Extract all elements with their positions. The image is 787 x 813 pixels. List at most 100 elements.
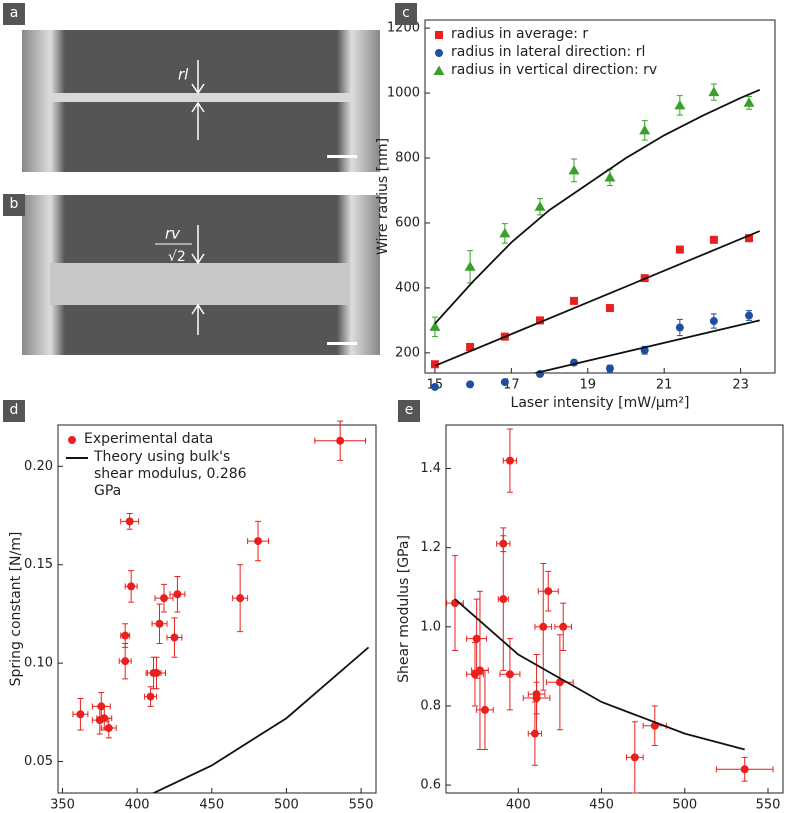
fit-line	[454, 598, 745, 751]
point	[121, 657, 130, 666]
x-tick-label: 400	[506, 798, 531, 813]
point	[236, 594, 245, 603]
panel-label: e	[398, 400, 420, 422]
x-tick-label: 19	[579, 378, 596, 393]
point	[254, 537, 263, 546]
point	[430, 382, 439, 391]
point	[740, 765, 749, 774]
point	[170, 633, 179, 642]
point	[605, 364, 614, 373]
x-tick-label: 350	[50, 798, 75, 813]
x-tick-label: 550	[756, 798, 781, 813]
point	[100, 714, 109, 723]
legend: radius in average: r radius in lateral di…	[433, 26, 763, 80]
legend-entry: Theory using bulk's shear modulus, 0.286…	[66, 449, 266, 500]
point	[536, 316, 545, 325]
point	[499, 595, 508, 604]
point	[499, 227, 511, 238]
point	[745, 234, 754, 243]
point	[76, 710, 85, 719]
y-axis-label: Shear modulus [GPa]	[396, 535, 412, 683]
point	[675, 245, 684, 254]
point	[674, 99, 686, 110]
point	[160, 594, 168, 603]
point	[709, 235, 718, 244]
x-axis-label: Laser intensity [mW/μm²]	[511, 395, 690, 411]
point	[464, 261, 476, 271]
legend-label: Experimental data	[84, 431, 214, 447]
point	[709, 317, 718, 326]
sem-image-b: rv √2	[22, 195, 380, 355]
point	[604, 172, 616, 182]
annotation: √2	[168, 249, 186, 265]
y-tick-label: 0.20	[24, 459, 53, 474]
point	[534, 201, 546, 211]
panel-label: a	[3, 3, 25, 25]
y-tick-label: 1.4	[420, 461, 441, 476]
y-axis-label: Wire radius [nm]	[375, 138, 391, 255]
point	[472, 634, 481, 643]
point	[435, 31, 443, 39]
x-tick-label: 400	[125, 798, 150, 813]
point	[336, 436, 345, 445]
y-tick-label: 600	[395, 215, 420, 230]
y-tick-label: 400	[395, 280, 420, 295]
point	[435, 49, 443, 57]
panel-label: d	[3, 400, 25, 422]
x-tick-label: 450	[199, 798, 224, 813]
point	[708, 86, 720, 97]
y-tick-label: 1.2	[420, 540, 441, 555]
y-tick-label: 0.6	[420, 778, 441, 793]
legend-entry: radius in average: r	[433, 26, 763, 43]
legend-swatch	[435, 49, 443, 57]
x-tick-label: 550	[349, 798, 374, 813]
legend-swatch	[66, 457, 88, 459]
legend-swatch	[433, 65, 445, 75]
point	[429, 321, 441, 331]
y-tick-label: 1.0	[420, 619, 441, 634]
fit-line	[531, 319, 760, 373]
y-tick-label: 0.10	[24, 656, 53, 671]
x-tick-label: 450	[589, 798, 614, 813]
point	[146, 692, 155, 701]
plot-frame	[424, 19, 776, 374]
point	[505, 670, 514, 679]
x-tick-label: 21	[656, 378, 673, 393]
point	[639, 124, 651, 135]
point	[505, 456, 514, 465]
legend: Experimental data Theory using bulk's she…	[66, 431, 266, 501]
point	[466, 380, 475, 389]
fit-line	[434, 230, 761, 367]
point	[743, 97, 755, 107]
x-tick-label: 500	[672, 798, 697, 813]
legend-label: radius in lateral direction: rl	[451, 44, 646, 60]
y-tick-label: 800	[395, 151, 420, 166]
plot-frame	[445, 424, 784, 794]
point	[675, 323, 684, 332]
annotation: rv	[165, 225, 181, 243]
point	[155, 619, 164, 628]
y-tick-label: 200	[395, 345, 420, 360]
annotation: rl	[178, 66, 189, 84]
point	[475, 666, 484, 675]
legend-swatch	[68, 436, 76, 444]
point	[500, 378, 509, 387]
fit-line	[434, 88, 761, 325]
point	[570, 296, 579, 305]
legend-swatch	[435, 31, 443, 39]
y-tick-label: 0.8	[420, 698, 441, 713]
point	[433, 65, 445, 75]
point	[121, 631, 130, 640]
point	[605, 304, 614, 313]
x-tick-label: 23	[732, 378, 749, 393]
y-tick-label: 0.05	[24, 754, 53, 769]
point	[127, 582, 136, 591]
point	[745, 311, 754, 320]
panel-label: b	[3, 194, 25, 216]
sem-image-a: rl	[22, 30, 380, 172]
fit-line	[151, 646, 370, 793]
point	[568, 164, 580, 175]
